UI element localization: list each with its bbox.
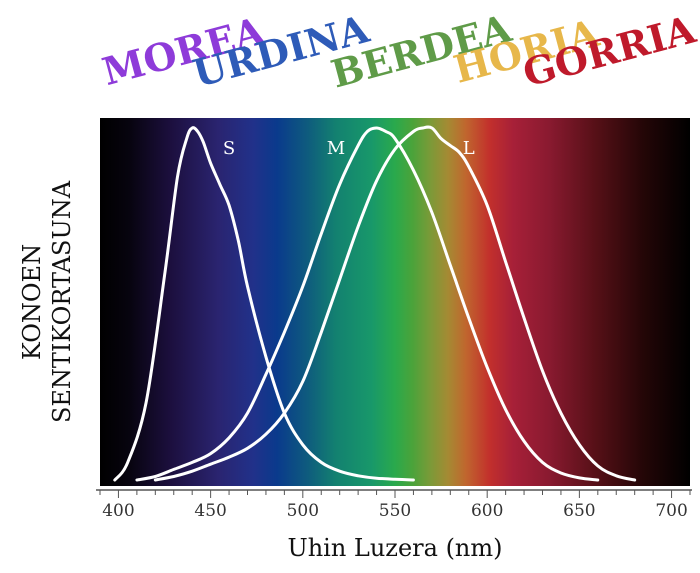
x-tick-label: 600 xyxy=(471,501,503,521)
x-tick-label: 700 xyxy=(655,501,687,521)
x-tick-label: 650 xyxy=(563,501,595,521)
y-axis-title-line-2: SENTIKORTASUNA xyxy=(48,180,76,423)
curve-label-m: M xyxy=(327,138,345,159)
curve-label-l: L xyxy=(463,138,475,159)
x-tick-label: 450 xyxy=(194,501,226,521)
y-axis-title: KONOEN SENTIKORTASUNA xyxy=(18,180,76,423)
x-axis-title: Uhin Luzera (nm) xyxy=(287,534,502,562)
y-axis-title-line-1: KONOEN xyxy=(18,244,46,360)
color-word-gorria: GORRIA xyxy=(518,6,700,95)
x-axis-ticks: 400 450 500 550 600 650 700 xyxy=(99,490,691,521)
curve-label-s: S xyxy=(223,138,235,159)
x-tick-label: 500 xyxy=(287,501,319,521)
x-tick-label: 550 xyxy=(379,501,411,521)
curve-m xyxy=(135,126,600,482)
spectrum-background xyxy=(100,118,690,486)
curve-l xyxy=(153,125,637,482)
curve-s xyxy=(113,126,415,482)
cone-curves xyxy=(113,125,637,482)
x-tick-label: 400 xyxy=(102,501,134,521)
